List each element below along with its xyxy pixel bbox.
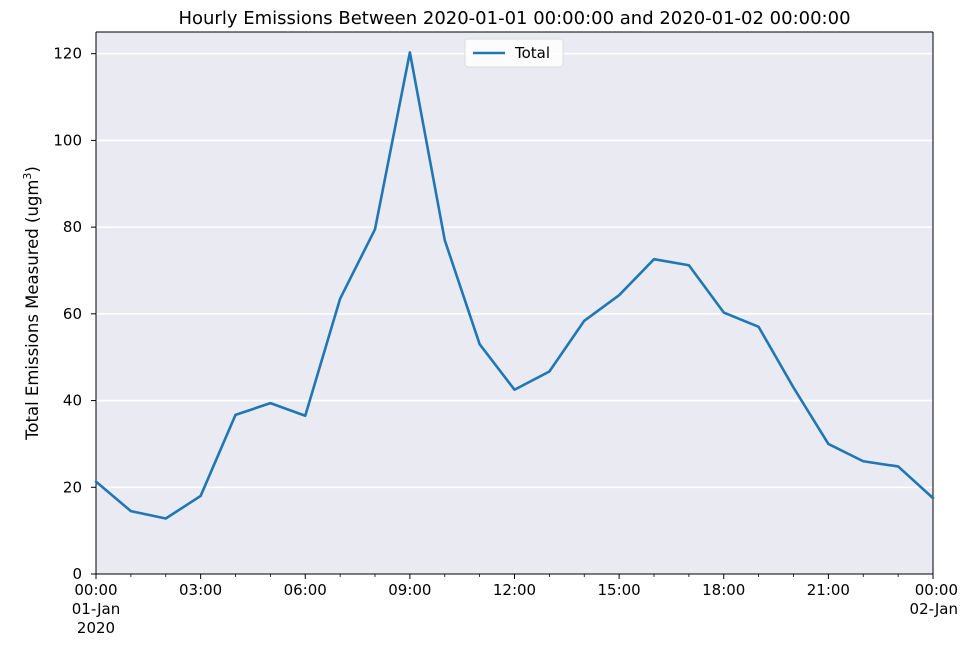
y-axis-label-suffix: ) (23, 166, 42, 172)
x-tick-label: 21:00 (807, 581, 850, 599)
x-tick-label: 12:00 (493, 581, 536, 599)
y-tick-label: 60 (63, 305, 82, 323)
chart-title: Hourly Emissions Between 2020-01-01 00:0… (178, 8, 850, 29)
legend: Total (464, 38, 564, 68)
y-axis-label-text: Total Emissions Measured (ugm (23, 180, 42, 441)
x-tick-label: 15:00 (598, 581, 641, 599)
x-tick-label: 00:00 (74, 581, 117, 599)
x-tick-label: 00:00 (915, 581, 958, 599)
plot-background (96, 32, 933, 574)
x-tick-label: 2020 (77, 619, 115, 637)
y-tick-label: 80 (63, 218, 82, 236)
y-tick-label: 0 (72, 565, 82, 583)
x-tick-label: 02-Jan (910, 600, 958, 618)
y-tick-label: 120 (53, 45, 82, 63)
x-tick-label: 01-Jan (72, 600, 120, 618)
legend-label: Total (514, 44, 550, 62)
y-axis-label-superscript: 3 (21, 173, 34, 180)
x-tick-label: 03:00 (179, 581, 222, 599)
legend-box (464, 38, 564, 68)
y-tick-label: 40 (63, 392, 82, 410)
y-tick-label: 100 (53, 131, 82, 149)
x-tick-label: 18:00 (702, 581, 745, 599)
y-tick-label: 20 (63, 478, 82, 496)
x-tick-label: 06:00 (284, 581, 327, 599)
series-layer (94, 51, 935, 520)
y-axis-label: Total Emissions Measured (ugm3) (21, 166, 42, 441)
x-tick-label: 09:00 (388, 581, 431, 599)
